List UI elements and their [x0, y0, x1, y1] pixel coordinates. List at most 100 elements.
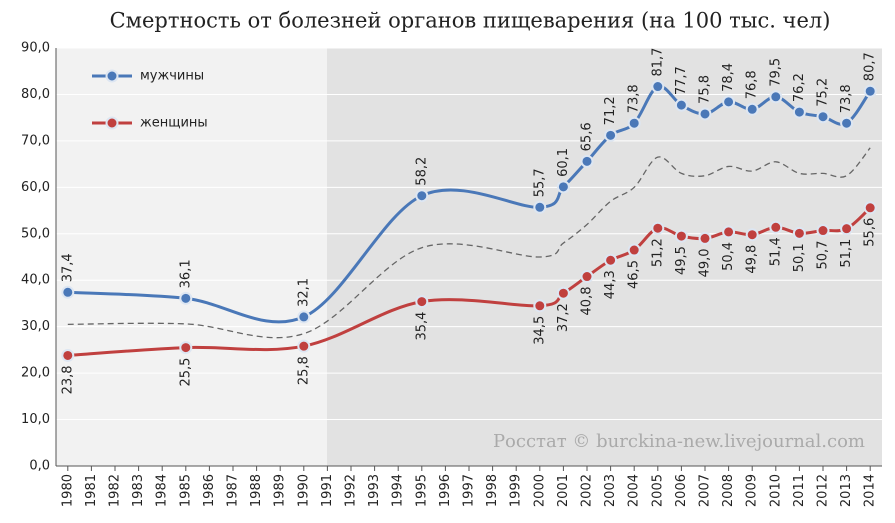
point: [745, 228, 759, 242]
x-tick-label: 1996: [438, 474, 453, 507]
data-label: 34,5: [532, 316, 547, 345]
point: [297, 310, 311, 324]
point: [674, 229, 688, 243]
x-tick-label: 2007: [698, 474, 713, 507]
data-label: 79,5: [768, 58, 783, 87]
x-tick-label: 2013: [839, 474, 854, 507]
data-label: 75,2: [816, 78, 831, 107]
x-tick-label: 1990: [296, 474, 311, 507]
x-tick-label: 1993: [367, 474, 382, 507]
data-label: 77,7: [674, 66, 689, 95]
x-tick-label: 2012: [816, 474, 831, 507]
point: [816, 110, 830, 124]
data-label: 76,2: [792, 73, 807, 102]
x-tick-label: 2002: [580, 474, 595, 507]
data-label: 51,4: [768, 237, 783, 266]
watermark: Росстат © burckina-new.livejournal.com: [493, 431, 865, 452]
data-label: 50,4: [721, 242, 736, 271]
point: [840, 116, 854, 130]
chart-title: Смертность от болезней органов пищеварен…: [110, 9, 831, 33]
point: [604, 128, 618, 142]
legend-marker: [105, 69, 119, 83]
data-label: 60,1: [556, 148, 571, 177]
point: [580, 154, 594, 168]
background-left: [56, 48, 327, 466]
legend-marker: [105, 116, 119, 130]
point: [674, 98, 688, 112]
point: [769, 90, 783, 104]
x-tick-label: 1980: [60, 474, 75, 507]
x-tick-label: 2001: [556, 474, 571, 507]
y-tick-label: 40,0: [21, 273, 50, 288]
y-tick-label: 50,0: [21, 226, 50, 241]
data-label: 46,5: [627, 260, 642, 289]
data-label: 49,5: [674, 246, 689, 275]
point: [415, 295, 429, 309]
data-label: 81,7: [650, 48, 665, 77]
data-label: 44,3: [603, 270, 618, 299]
point: [556, 180, 570, 194]
data-label: 37,2: [556, 303, 571, 332]
y-tick-label: 10,0: [21, 412, 50, 427]
x-tick-label: 1985: [178, 474, 193, 507]
data-label: 65,6: [580, 122, 595, 151]
dashed-line: [67, 147, 871, 339]
point: [863, 84, 877, 98]
y-tick-label: 80,0: [21, 87, 50, 102]
x-tick-label: 1992: [344, 474, 359, 507]
point: [698, 231, 712, 245]
background-right: [327, 48, 882, 466]
point: [792, 105, 806, 119]
data-label: 55,7: [532, 168, 547, 197]
data-label: 49,8: [745, 245, 760, 274]
y-tick-label: 90,0: [21, 41, 50, 56]
data-label: 49,0: [698, 248, 713, 277]
point: [769, 220, 783, 234]
point: [297, 339, 311, 353]
legend-label: мужчины: [140, 69, 204, 84]
x-tick-label: 1989: [273, 474, 288, 507]
point: [698, 107, 712, 121]
data-label: 50,1: [792, 243, 807, 272]
y-tick-label: 20,0: [21, 366, 50, 381]
x-tick-label: 2014: [863, 474, 878, 507]
x-tick-label: 1982: [108, 474, 123, 507]
x-tick-label: 2000: [532, 474, 547, 507]
y-tick-label: 60,0: [21, 180, 50, 195]
point: [627, 116, 641, 130]
x-tick-label: 1987: [226, 474, 241, 507]
point: [840, 222, 854, 236]
point: [745, 102, 759, 116]
x-tick-label: 1997: [462, 474, 477, 507]
x-tick-label: 2006: [674, 474, 689, 507]
x-tick-label: 2010: [768, 474, 783, 507]
y-tick-label: 70,0: [21, 133, 50, 148]
data-label: 37,4: [60, 253, 75, 282]
point: [651, 221, 665, 235]
y-tick-label: 30,0: [21, 319, 50, 334]
point: [722, 225, 736, 239]
data-label: 23,8: [60, 365, 75, 394]
data-label: 32,1: [296, 278, 311, 307]
point: [179, 341, 193, 355]
x-tick-label: 1984: [155, 474, 170, 507]
x-tick-label: 2008: [721, 474, 736, 507]
x-tick-label: 1995: [414, 474, 429, 507]
point: [627, 243, 641, 257]
data-label: 73,8: [627, 84, 642, 113]
data-label: 51,1: [839, 239, 854, 268]
point: [556, 286, 570, 300]
point: [179, 291, 193, 305]
point: [533, 299, 547, 313]
x-tick-label: 2004: [627, 474, 642, 507]
x-tick-label: 2011: [792, 474, 807, 507]
legend-label: женщины: [140, 116, 208, 131]
point: [792, 226, 806, 240]
data-label: 51,2: [650, 238, 665, 267]
data-label: 75,8: [698, 75, 713, 104]
point: [580, 270, 594, 284]
point: [533, 200, 547, 214]
x-tick-label: 1986: [202, 474, 217, 507]
x-tick-label: 1998: [485, 474, 500, 507]
